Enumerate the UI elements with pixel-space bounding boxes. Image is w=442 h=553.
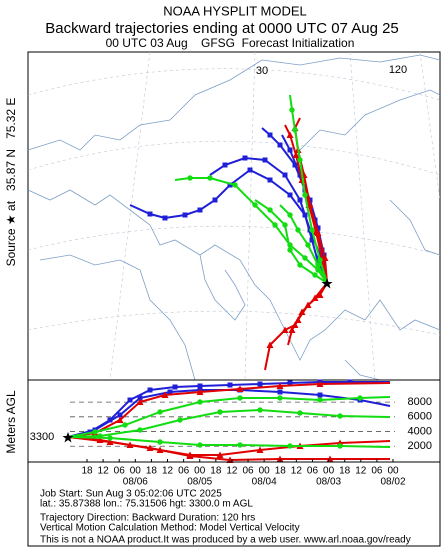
footer: Job Start: Sun Aug 3 05:02:06 UTC 2025la… — [40, 489, 411, 546]
y-tick-label: 4000 — [408, 425, 432, 437]
source-star — [62, 432, 74, 443]
date-label: 08/03 — [316, 477, 341, 488]
hour-label: 12 — [355, 466, 367, 477]
trajectory-title: Backward trajectories ending at 0000 UTC… — [45, 20, 399, 37]
hour-label: 18 — [275, 466, 287, 477]
trajectories — [129, 94, 329, 371]
footer-box — [27, 461, 441, 547]
source-label: Source ★ at 35.87 N 75.32 E — [4, 98, 18, 267]
hour-label: 00 — [323, 466, 335, 477]
hour-label: 18 — [81, 466, 93, 477]
footer-line: This is not a NOAA product.It was produc… — [40, 535, 411, 546]
hour-label: 06 — [114, 466, 126, 477]
date-label: 08/02 — [380, 477, 405, 488]
footer-line: Job Start: Sun Aug 3 05:02:06 UTC 2025 — [40, 489, 222, 500]
source-star — [321, 278, 333, 289]
start-height: 3300 — [30, 431, 54, 443]
hour-label: 00 — [130, 466, 142, 477]
hour-label: 06 — [242, 466, 254, 477]
footer-line: Trajectory Direction: Backward Duration:… — [40, 513, 255, 524]
grid-label: 30 — [256, 65, 268, 77]
hour-label: 12 — [291, 466, 303, 477]
hour-label: 00 — [259, 466, 271, 477]
y-tick-label: 6000 — [408, 411, 432, 423]
height-traces — [67, 379, 391, 463]
y-axis-label: Meters AGL — [4, 390, 18, 454]
y-tick-label: 8000 — [408, 396, 432, 408]
hour-label: 18 — [146, 466, 158, 477]
date-label: 08/05 — [187, 477, 212, 488]
hour-label: 12 — [162, 466, 174, 477]
hour-label: 12 — [98, 466, 110, 477]
time-axis: 18 12 06 00 18 12 06 00 18 12 06 00 18 12 06 00 18 12 06 00… — [81, 459, 406, 488]
model-title: NOAA HYSPLIT MODEL — [163, 3, 307, 18]
map-frame — [27, 51, 441, 381]
hour-label: 00 — [194, 466, 206, 477]
hour-label: 18 — [210, 466, 222, 477]
vertical-panel — [27, 379, 441, 463]
y-tick-label: 2000 — [408, 440, 432, 452]
hour-label: 06 — [178, 466, 190, 477]
hour-label: 00 — [387, 466, 399, 477]
hour-label: 06 — [307, 466, 319, 477]
hour-label: 18 — [339, 466, 351, 477]
hour-label: 12 — [226, 466, 238, 477]
initialization: 00 UTC 03 Aug GFSG Forecast Initializati… — [106, 36, 355, 50]
date-label: 08/06 — [123, 477, 148, 488]
footer-line: Vertical Motion Calculation Method: Mode… — [40, 523, 300, 534]
footer-line: lat.: 35.87388 lon.: 75.31506 hgt: 3300.… — [40, 499, 253, 510]
grid-label: 120 — [389, 64, 407, 76]
date-label: 08/04 — [252, 477, 277, 488]
hour-label: 06 — [371, 466, 383, 477]
